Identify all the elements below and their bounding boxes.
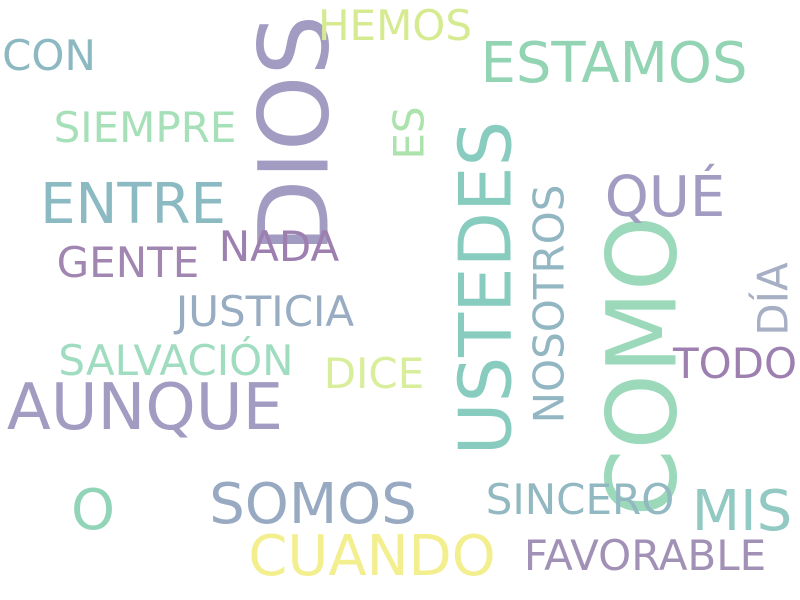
word-o: O <box>70 478 116 543</box>
word-salvacion: SALVACIÓN <box>58 336 294 385</box>
word-dice: DICE <box>323 349 425 398</box>
word-dia: DÍA <box>749 262 798 336</box>
word-estamos: ESTAMOS <box>480 31 748 96</box>
word-mis: MIS <box>691 479 793 544</box>
word-siempre: SIEMPRE <box>53 103 237 152</box>
word-cuando: CUANDO <box>248 524 496 589</box>
word-dios: DIOS <box>237 14 350 254</box>
word-gente: GENTE <box>56 238 200 287</box>
word-que: QUÉ <box>604 165 726 230</box>
word-favorable: FAVORABLE <box>523 531 767 580</box>
word-nosotros: NOSOTROS <box>523 184 573 424</box>
word-justicia: JUSTICIA <box>175 287 355 336</box>
word-entre: ENTRE <box>40 172 226 237</box>
word-ustedes: USTEDES <box>442 120 527 456</box>
word-es: ES <box>384 106 434 160</box>
word-nada: NADA <box>218 222 340 271</box>
word-aunque: AUNQUE <box>6 371 284 445</box>
word-todo: TODO <box>672 339 798 388</box>
word-con: CON <box>2 31 96 80</box>
word-somos: SOMOS <box>209 472 417 537</box>
word-sincero: SINCERO <box>485 475 675 524</box>
word-hemos: HEMOS <box>317 1 473 50</box>
